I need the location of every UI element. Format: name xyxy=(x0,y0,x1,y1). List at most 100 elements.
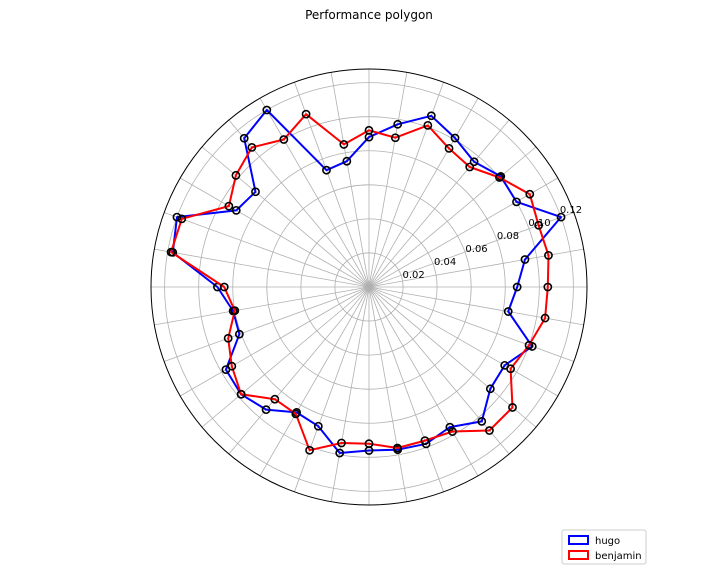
data-point xyxy=(392,443,402,453)
data-point xyxy=(166,247,176,257)
data-point xyxy=(485,384,495,394)
spoke-line xyxy=(368,286,408,502)
r-tick-label: 0.02 xyxy=(402,270,424,281)
data-point xyxy=(261,405,271,415)
data-point xyxy=(506,364,515,374)
data-point xyxy=(234,329,244,339)
data-point xyxy=(172,212,182,222)
spoke-line xyxy=(368,146,537,288)
data-point xyxy=(224,201,234,211)
data-point xyxy=(223,333,233,343)
r-tick-label: 0.04 xyxy=(434,257,456,268)
spoke-line xyxy=(201,286,370,428)
data-point xyxy=(231,205,241,215)
data-point xyxy=(448,427,457,436)
legend-label: benjamin xyxy=(595,551,642,562)
data-point xyxy=(508,403,517,412)
data-point xyxy=(239,133,249,143)
data-point xyxy=(477,416,487,426)
data-point xyxy=(543,282,553,292)
radial-gridline xyxy=(266,184,472,390)
data-point xyxy=(339,140,349,149)
spoke-line xyxy=(164,286,370,362)
data-point xyxy=(279,135,289,144)
spoke-line xyxy=(154,248,370,288)
data-point xyxy=(495,173,504,182)
data-point xyxy=(236,389,246,399)
legend-box xyxy=(561,529,647,565)
spoke-line xyxy=(368,72,408,288)
spoke-line xyxy=(154,286,370,326)
spoke-line xyxy=(368,212,574,288)
data-point xyxy=(335,448,345,458)
spoke-line xyxy=(180,286,370,397)
radial-gridline xyxy=(300,218,438,356)
radial-gridline xyxy=(334,252,404,322)
spoke-line xyxy=(330,286,370,502)
radial-tick-labels: 0.02 0.04 0.06 0.08 0.10 0.12 xyxy=(402,205,582,281)
series-layer xyxy=(166,105,566,458)
data-point xyxy=(305,445,314,455)
data-point xyxy=(444,143,454,153)
polar-frame xyxy=(150,68,588,506)
spoke-line xyxy=(294,82,370,288)
chart-title: Performance polygon xyxy=(305,8,433,22)
spoke-line xyxy=(201,146,370,288)
data-point xyxy=(322,165,331,175)
legend: hugo benjamin xyxy=(561,529,647,565)
data-point xyxy=(423,120,433,130)
legend-swatch xyxy=(568,535,589,545)
data-point xyxy=(426,111,436,121)
spoke-line xyxy=(180,177,370,288)
series-line xyxy=(171,109,562,454)
data-point xyxy=(445,422,455,432)
spoke-line xyxy=(259,286,370,476)
spoke-line xyxy=(368,286,510,455)
data-point xyxy=(251,187,260,197)
legend-swatch xyxy=(568,550,589,560)
radial-gridline xyxy=(164,82,574,492)
data-point xyxy=(262,105,272,115)
spoke-line xyxy=(368,286,558,397)
series-line xyxy=(170,113,550,452)
spoke-line xyxy=(368,286,537,428)
data-point xyxy=(520,255,530,264)
r-tick-label: 0.06 xyxy=(465,244,487,255)
data-point xyxy=(525,189,535,199)
data-point xyxy=(301,109,311,119)
data-point xyxy=(270,394,280,404)
radial-gridline xyxy=(198,116,540,458)
data-point xyxy=(177,214,187,224)
data-point xyxy=(544,250,553,260)
data-point xyxy=(231,170,241,180)
spoke-line xyxy=(164,212,370,288)
data-point xyxy=(247,143,257,152)
data-point xyxy=(540,313,550,323)
data-point xyxy=(337,438,346,448)
spoke-line xyxy=(294,286,370,492)
data-point xyxy=(465,162,475,172)
data-point xyxy=(227,361,237,371)
data-point xyxy=(230,306,240,316)
data-point xyxy=(291,409,301,419)
data-point xyxy=(219,282,229,292)
data-point xyxy=(364,439,374,449)
data-point xyxy=(390,133,400,143)
r-tick-label: 0.08 xyxy=(497,231,519,242)
spoke-line xyxy=(368,286,479,476)
spoke-line xyxy=(368,98,479,288)
spoke-line xyxy=(330,72,370,288)
radial-gridline xyxy=(232,150,506,424)
spoke-line xyxy=(368,286,444,492)
data-point xyxy=(393,119,403,129)
data-point xyxy=(534,220,544,230)
r-tick-label: 0.12 xyxy=(560,205,582,216)
data-point xyxy=(512,197,521,207)
spoke-line xyxy=(368,286,574,362)
data-point xyxy=(420,436,430,446)
data-point xyxy=(556,212,566,222)
r-tick-label: 0.10 xyxy=(528,218,550,229)
spoke-line xyxy=(228,286,370,455)
data-point xyxy=(469,157,479,167)
